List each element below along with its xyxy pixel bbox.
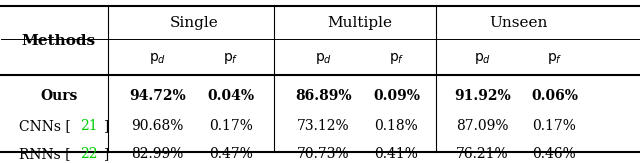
Text: 0.17%: 0.17%	[532, 119, 577, 133]
Text: 0.04%: 0.04%	[207, 89, 254, 103]
Text: $\mathrm{p}_{d}$: $\mathrm{p}_{d}$	[315, 51, 332, 66]
Text: CNNs [: CNNs [	[19, 119, 70, 133]
Text: 91.92%: 91.92%	[454, 89, 511, 103]
Text: 21: 21	[80, 119, 97, 133]
Text: 0.41%: 0.41%	[374, 147, 419, 161]
Text: Methods: Methods	[22, 34, 96, 48]
Text: 73.12%: 73.12%	[297, 119, 349, 133]
Text: 0.06%: 0.06%	[531, 89, 578, 103]
Text: $\mathrm{p}_{f}$: $\mathrm{p}_{f}$	[388, 51, 404, 66]
Text: ]: ]	[104, 119, 110, 133]
Text: 22: 22	[80, 147, 97, 161]
Text: Single: Single	[170, 16, 218, 30]
Text: RNNs [: RNNs [	[19, 147, 70, 161]
Text: Ours: Ours	[40, 89, 77, 103]
Text: $\mathrm{p}_{f}$: $\mathrm{p}_{f}$	[223, 51, 239, 66]
Text: 90.68%: 90.68%	[131, 119, 184, 133]
Text: 87.09%: 87.09%	[456, 119, 509, 133]
Text: $\mathrm{p}_{d}$: $\mathrm{p}_{d}$	[149, 51, 166, 66]
Text: 82.99%: 82.99%	[131, 147, 184, 161]
Text: 86.89%: 86.89%	[295, 89, 351, 103]
Text: 70.73%: 70.73%	[297, 147, 349, 161]
Text: Unseen: Unseen	[490, 16, 548, 30]
Text: 0.47%: 0.47%	[209, 147, 253, 161]
Text: 0.09%: 0.09%	[373, 89, 420, 103]
Text: 76.21%: 76.21%	[456, 147, 509, 161]
Text: 0.46%: 0.46%	[532, 147, 577, 161]
Text: ]: ]	[104, 147, 110, 161]
Text: $\mathrm{p}_{d}$: $\mathrm{p}_{d}$	[474, 51, 491, 66]
Text: 0.17%: 0.17%	[209, 119, 253, 133]
Text: Multiple: Multiple	[327, 16, 392, 30]
Text: 0.18%: 0.18%	[374, 119, 419, 133]
Text: 94.72%: 94.72%	[129, 89, 186, 103]
Text: $\mathrm{p}_{f}$: $\mathrm{p}_{f}$	[547, 51, 563, 66]
